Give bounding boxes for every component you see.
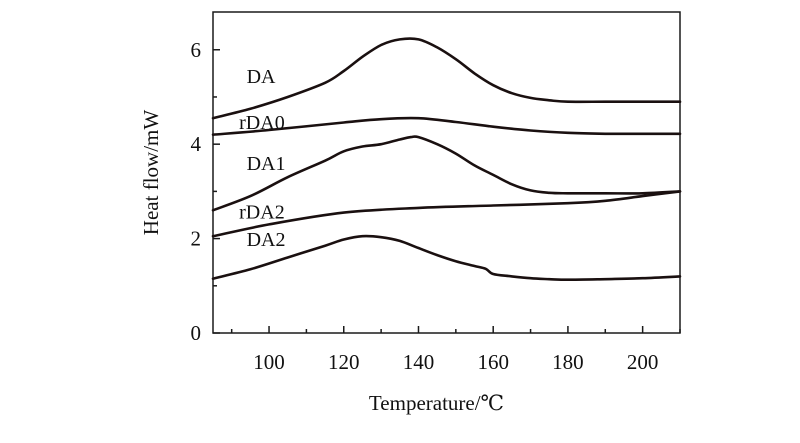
series-labels: DA rDA0 DA1 rDA2 DA2 xyxy=(239,66,285,251)
y-tick-label: 2 xyxy=(191,227,202,251)
series-label-rda0: rDA0 xyxy=(239,112,285,134)
series-label-rda2: rDA2 xyxy=(239,201,285,223)
x-tick-label: 120 xyxy=(328,350,360,374)
y-tick-label: 4 xyxy=(191,132,202,156)
plot-area xyxy=(212,11,681,334)
plot-frame xyxy=(212,11,681,334)
x-tick-label: 100 xyxy=(253,350,285,374)
x-tick-label: 200 xyxy=(627,350,659,374)
series-line-da1 xyxy=(211,135,682,212)
series-line-rda0 xyxy=(211,116,682,136)
x-tick-label: 180 xyxy=(552,350,584,374)
series-line-da2 xyxy=(211,234,682,281)
x-tick-label: 140 xyxy=(403,350,435,374)
y-axis: 0 2 4 6 xyxy=(191,38,220,345)
x-tick-label: 160 xyxy=(477,350,509,374)
x-axis-label: Temperature/℃ xyxy=(369,391,504,415)
y-tick-label: 0 xyxy=(191,321,202,345)
series-line-da xyxy=(211,37,682,120)
x-axis: 100 120 140 160 180 200 xyxy=(230,326,681,374)
series-label-da1: DA1 xyxy=(247,153,286,175)
series-label-da2: DA2 xyxy=(247,229,286,251)
series-curves xyxy=(211,37,682,281)
y-tick-label: 6 xyxy=(191,38,202,62)
series-line-rda2 xyxy=(211,190,682,238)
y-axis-label: Heat flow/mW xyxy=(139,110,163,236)
series-label-da: DA xyxy=(247,66,276,88)
